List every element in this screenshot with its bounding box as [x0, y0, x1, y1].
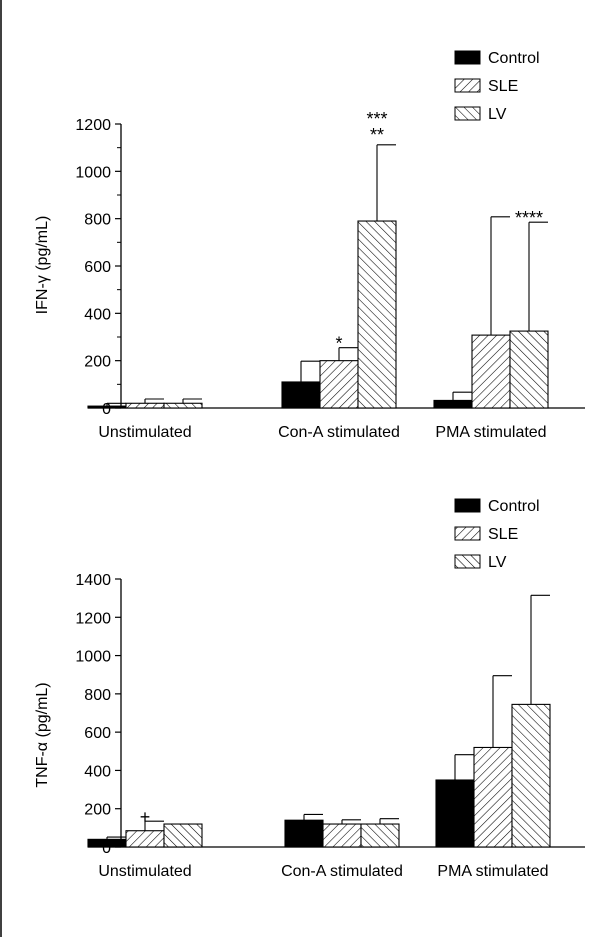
bar-sle: [471, 334, 511, 409]
legend-item-sle: SLE: [454, 78, 518, 95]
bar-lv: [163, 402, 203, 409]
legend-item-lv: LV: [454, 554, 507, 571]
legend-label-control: Control: [488, 498, 540, 515]
ifn-gamma-y-axis-title: IFN-γ (pg/mL): [34, 216, 51, 315]
y-tick-label: 600: [84, 725, 111, 742]
y-tick-label: 1000: [75, 164, 111, 181]
y-tick-label: 200: [84, 802, 111, 819]
ifn-gamma-chart: IFN-γ (pg/mL) Control SLE LV 0 200 400 600 8…: [34, 50, 585, 441]
legend-label-control: Control: [488, 50, 540, 67]
bar-sle: [125, 402, 165, 409]
bar-control: [433, 399, 473, 409]
bar-sle: [125, 830, 165, 848]
tnf-alpha-chart: TNF-α (pg/mL) Control SLE LV 0 200 400 600 8…: [34, 498, 585, 880]
x-category-label: PMA stimulated: [435, 424, 546, 441]
legend-swatch-sle: [454, 526, 481, 541]
ifn-gamma-legend: Control SLE LV: [454, 50, 540, 123]
y-tick-label: 400: [84, 763, 111, 780]
legend-label-lv: LV: [488, 106, 507, 123]
bar-sle: [319, 360, 359, 409]
bar-control: [284, 819, 324, 848]
y-tick-label: 800: [84, 687, 111, 704]
x-category-label: Unstimulated: [98, 424, 191, 441]
y-tick-label: 1200: [75, 117, 111, 134]
bar-lv: [509, 330, 549, 409]
bar-lv: [360, 823, 400, 848]
tnf-alpha-legend: Control SLE LV: [454, 498, 540, 571]
significance-marker: *: [335, 334, 342, 354]
legend-item-lv: LV: [454, 106, 507, 123]
significance-marker: ****: [515, 208, 543, 228]
significance-marker: +: [140, 807, 151, 827]
x-category-label: Con-A stimulated: [281, 863, 403, 880]
bar-lv: [163, 823, 203, 848]
legend-item-control: Control: [454, 498, 540, 515]
legend-swatch-control: [454, 50, 481, 65]
legend-label-sle: SLE: [488, 526, 518, 543]
y-tick-label: 1200: [75, 610, 111, 627]
bar-control: [435, 779, 475, 848]
bar-sle: [322, 823, 362, 848]
significance-marker: **: [370, 125, 384, 145]
y-tick-label: 1000: [75, 649, 111, 666]
y-tick-label: 0: [102, 840, 111, 857]
legend-label-sle: SLE: [488, 78, 518, 95]
legend-label-lv: LV: [488, 554, 507, 571]
y-tick-label: 600: [84, 259, 111, 276]
y-tick-label: 400: [84, 306, 111, 323]
y-tick-label: 800: [84, 212, 111, 229]
bar-lv: [357, 220, 397, 409]
legend-swatch-lv: [454, 554, 481, 569]
bar-control: [281, 381, 321, 409]
x-category-label: PMA stimulated: [437, 863, 548, 880]
bar-control: [87, 405, 127, 409]
bar-control: [87, 838, 127, 848]
tnf-alpha-y-axis-title: TNF-α (pg/mL): [34, 682, 51, 787]
legend-swatch-control: [454, 498, 481, 513]
legend-item-control: Control: [454, 50, 540, 67]
y-tick-label: 0: [102, 401, 111, 418]
legend-swatch-lv: [454, 106, 481, 121]
y-tick-label: 200: [84, 354, 111, 371]
bar-sle: [473, 746, 513, 848]
legend-item-sle: SLE: [454, 526, 518, 543]
y-tick-label: 1400: [75, 572, 111, 589]
bar-lv: [511, 703, 551, 848]
x-category-label: Con-A stimulated: [278, 424, 400, 441]
x-category-label: Unstimulated: [98, 863, 191, 880]
significance-marker: ***: [366, 109, 387, 129]
legend-swatch-sle: [454, 78, 481, 93]
